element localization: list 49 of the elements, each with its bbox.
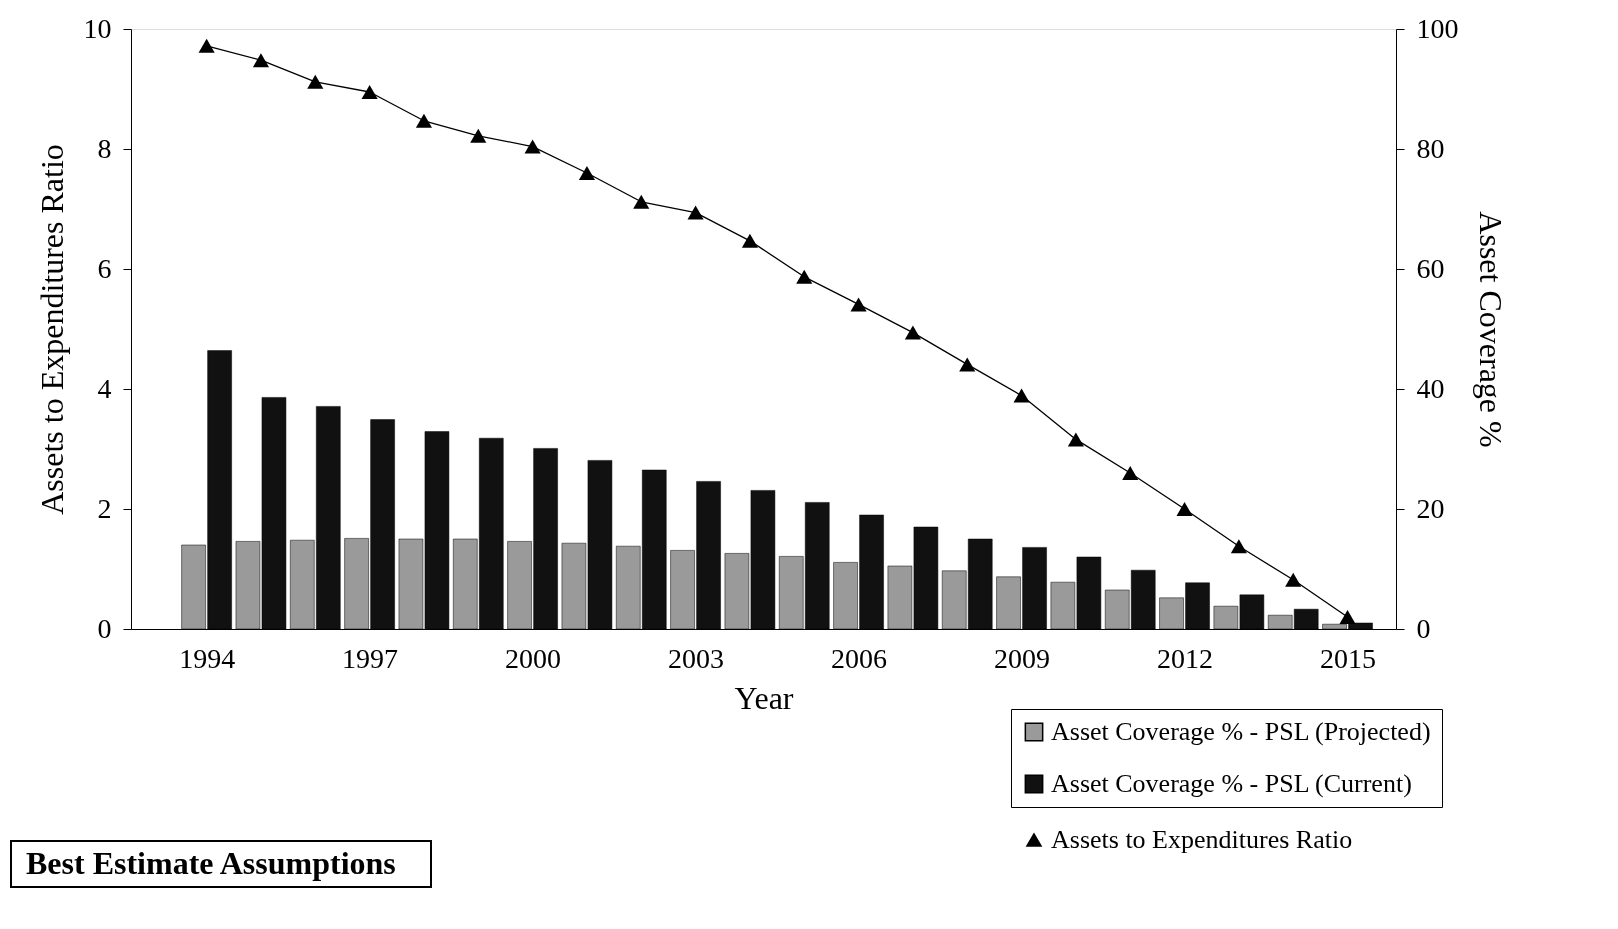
y2-tick-label: 40 xyxy=(1416,372,1445,404)
y-tick-label: 6 xyxy=(97,252,112,284)
point xyxy=(1285,572,1302,587)
x-axis-title: Year xyxy=(734,679,794,716)
y2-tick-label: 20 xyxy=(1416,492,1445,524)
y-axis-title: Assets to Expenditures Ratio xyxy=(33,144,70,515)
legend-label: Asset Coverage % - PSL (Current) xyxy=(1051,769,1412,798)
point xyxy=(904,325,921,340)
y-tick-label: 0 xyxy=(97,612,112,644)
x-tick-label: 1997 xyxy=(342,642,399,674)
point xyxy=(741,233,758,248)
point xyxy=(1067,432,1084,447)
x-tick-label: 2003 xyxy=(668,642,725,674)
point xyxy=(252,53,270,68)
point xyxy=(470,128,487,143)
point xyxy=(633,194,650,209)
point xyxy=(1013,388,1030,403)
point xyxy=(687,205,704,220)
point xyxy=(198,38,215,53)
x-tick-label: 2000 xyxy=(505,642,562,674)
x-tick-label: 2009 xyxy=(994,642,1051,674)
point xyxy=(1230,539,1247,554)
y-tick-label: 8 xyxy=(97,132,112,164)
point xyxy=(524,139,541,154)
y-tick-label: 2 xyxy=(97,492,112,524)
x-tick-label: 2006 xyxy=(831,642,888,674)
point xyxy=(415,113,433,128)
x-tick-label: 1994 xyxy=(179,642,236,674)
y2-tick-label: 0 xyxy=(1416,612,1431,644)
point xyxy=(796,269,813,284)
y2-axis-title: Asset Coverage % xyxy=(1472,211,1509,448)
text: Best Estimate Assumptions xyxy=(26,845,396,881)
y2-tick-label: 100 xyxy=(1416,12,1459,44)
y-tick-label: 4 xyxy=(97,372,112,404)
point xyxy=(850,297,867,312)
point xyxy=(361,85,378,99)
point xyxy=(959,357,976,372)
y2-tick-label: 80 xyxy=(1416,132,1445,164)
point xyxy=(1176,502,1193,516)
x-tick-label: 2012 xyxy=(1157,642,1214,674)
point xyxy=(1339,610,1356,624)
legend-label: Asset Coverage % - PSL (Projected) xyxy=(1051,717,1431,746)
point xyxy=(1122,466,1139,480)
x-tick-label: 2015 xyxy=(1320,642,1377,674)
point xyxy=(578,166,595,180)
legend-label: Assets to Expenditures Ratio xyxy=(1051,825,1353,854)
y-tick-label: 10 xyxy=(83,12,112,44)
point xyxy=(307,74,324,89)
y2-tick-label: 60 xyxy=(1416,252,1445,284)
